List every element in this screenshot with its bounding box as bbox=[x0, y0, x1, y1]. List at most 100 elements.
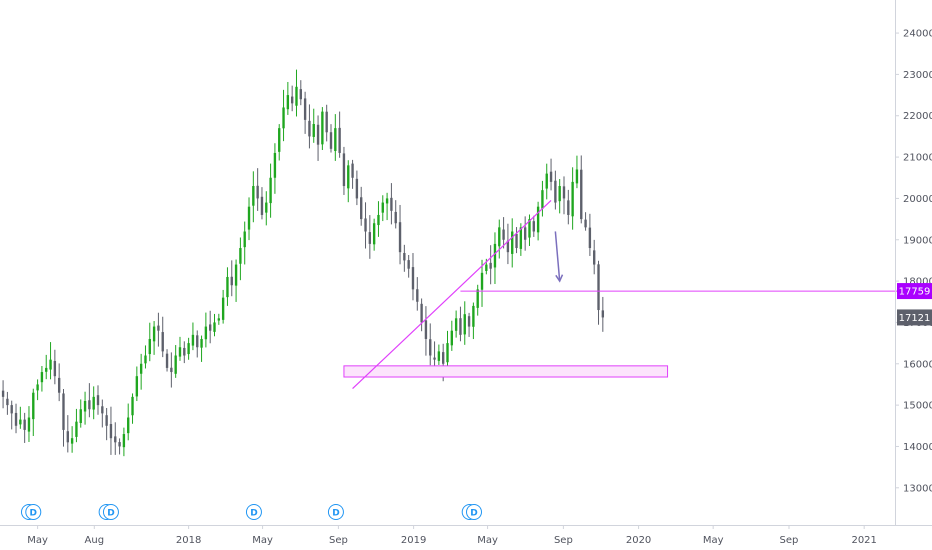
candle-body bbox=[420, 303, 423, 323]
candle-body bbox=[355, 178, 359, 199]
candle-body bbox=[329, 132, 333, 149]
candle-body bbox=[273, 152, 277, 178]
candle-body bbox=[485, 264, 488, 271]
candle-body bbox=[118, 442, 121, 447]
dividend-marker-label: D bbox=[30, 509, 37, 519]
candle-body bbox=[152, 326, 156, 342]
candle-body bbox=[554, 180, 557, 203]
candle-body bbox=[127, 417, 130, 434]
price-axis-label: 15000 bbox=[903, 401, 932, 412]
price-axis-label: 16000 bbox=[903, 359, 932, 370]
candle-body bbox=[174, 355, 177, 374]
support-zone[interactable] bbox=[343, 365, 669, 378]
dividend-markers-layer: DDDDDDDD bbox=[20, 504, 483, 520]
candle-body bbox=[446, 343, 449, 363]
candle-body bbox=[243, 231, 246, 248]
candle-body bbox=[139, 363, 143, 374]
candle-body bbox=[105, 415, 108, 426]
candle-body bbox=[122, 434, 126, 448]
price-axis-label: 21000 bbox=[903, 153, 932, 164]
candle-body bbox=[32, 392, 35, 420]
candle-body bbox=[562, 186, 566, 199]
candle-body bbox=[165, 353, 169, 368]
dividend-marker-circle bbox=[245, 504, 262, 520]
dividend-marker-circle bbox=[466, 504, 483, 520]
candle-body bbox=[252, 186, 255, 206]
time-axis-label: May bbox=[27, 535, 48, 546]
candle-body bbox=[92, 396, 95, 410]
candle-body bbox=[109, 424, 113, 439]
candle-body bbox=[299, 89, 302, 100]
candle-body bbox=[66, 431, 69, 443]
candle-body bbox=[178, 347, 182, 357]
candle-body bbox=[558, 186, 561, 202]
price-axis-label: 13000 bbox=[903, 483, 932, 494]
candle-body bbox=[161, 332, 164, 352]
time-axis-label: 2020 bbox=[626, 535, 651, 546]
candle-body bbox=[295, 86, 298, 106]
candle-body bbox=[368, 232, 372, 244]
candle-body bbox=[601, 310, 605, 318]
time-axis-label: Sep bbox=[554, 535, 573, 546]
price-axis-label: 18000 bbox=[903, 277, 932, 288]
dividend-marker[interactable]: D bbox=[466, 504, 483, 520]
candle-body bbox=[476, 289, 479, 308]
candle-body bbox=[45, 367, 48, 372]
candle-body bbox=[19, 419, 22, 425]
dividend-marker-label: D bbox=[107, 509, 114, 519]
dividend-marker[interactable]: D bbox=[327, 504, 344, 520]
candle-body bbox=[467, 316, 471, 327]
candle-body bbox=[23, 419, 26, 430]
candle-body bbox=[217, 318, 221, 321]
candle-body bbox=[593, 250, 596, 265]
candle-body bbox=[394, 211, 397, 224]
candle-body bbox=[364, 218, 367, 232]
time-axis-label: May bbox=[703, 535, 724, 546]
candle-body bbox=[230, 276, 233, 286]
price-axis-label: 19000 bbox=[903, 235, 932, 246]
candle-body bbox=[532, 221, 535, 232]
candle-body bbox=[441, 352, 445, 364]
candle-body bbox=[493, 243, 497, 268]
candle-body bbox=[247, 206, 251, 230]
candle-body bbox=[135, 376, 139, 397]
candle-body bbox=[196, 335, 199, 348]
candle-body bbox=[88, 400, 91, 410]
dividend-marker[interactable]: D bbox=[245, 504, 262, 520]
last-price-tag-text: 17121 bbox=[899, 313, 931, 324]
candle-body bbox=[221, 297, 225, 320]
candle-body bbox=[450, 330, 454, 346]
candle-body bbox=[183, 347, 186, 356]
candle-body bbox=[472, 305, 475, 327]
time-axis[interactable]: May Aug 2018 May Sep 2019 May Sep 2020 May Sep 2021 bbox=[27, 525, 877, 546]
candle-body bbox=[191, 334, 195, 346]
candle-body bbox=[101, 406, 104, 414]
candle-body bbox=[303, 98, 307, 120]
candle-body bbox=[157, 325, 160, 331]
candle-body bbox=[75, 421, 78, 437]
candle-body bbox=[170, 367, 173, 373]
last-price-tag-bg bbox=[897, 309, 932, 326]
candle-body bbox=[286, 95, 290, 110]
dividend-marker[interactable]: D bbox=[25, 504, 42, 520]
dividend-marker[interactable]: D bbox=[102, 504, 119, 520]
candle-body bbox=[260, 196, 264, 215]
candle-body bbox=[459, 318, 462, 335]
candle-body bbox=[334, 128, 337, 151]
candle-body bbox=[282, 107, 285, 129]
time-axis-label: 2019 bbox=[401, 535, 426, 546]
trendline[interactable] bbox=[352, 200, 552, 390]
candle-body bbox=[234, 264, 238, 286]
candle-body bbox=[256, 185, 259, 199]
candle-body bbox=[411, 267, 415, 290]
candle-body bbox=[70, 438, 74, 444]
last-price-tag: 17121 bbox=[897, 309, 932, 326]
candle-body bbox=[290, 96, 294, 104]
candle-body bbox=[144, 355, 147, 364]
candle-body bbox=[523, 227, 527, 240]
candle-body bbox=[498, 227, 501, 247]
candle-body bbox=[385, 198, 389, 204]
arrow-shaft[interactable] bbox=[554, 231, 561, 282]
